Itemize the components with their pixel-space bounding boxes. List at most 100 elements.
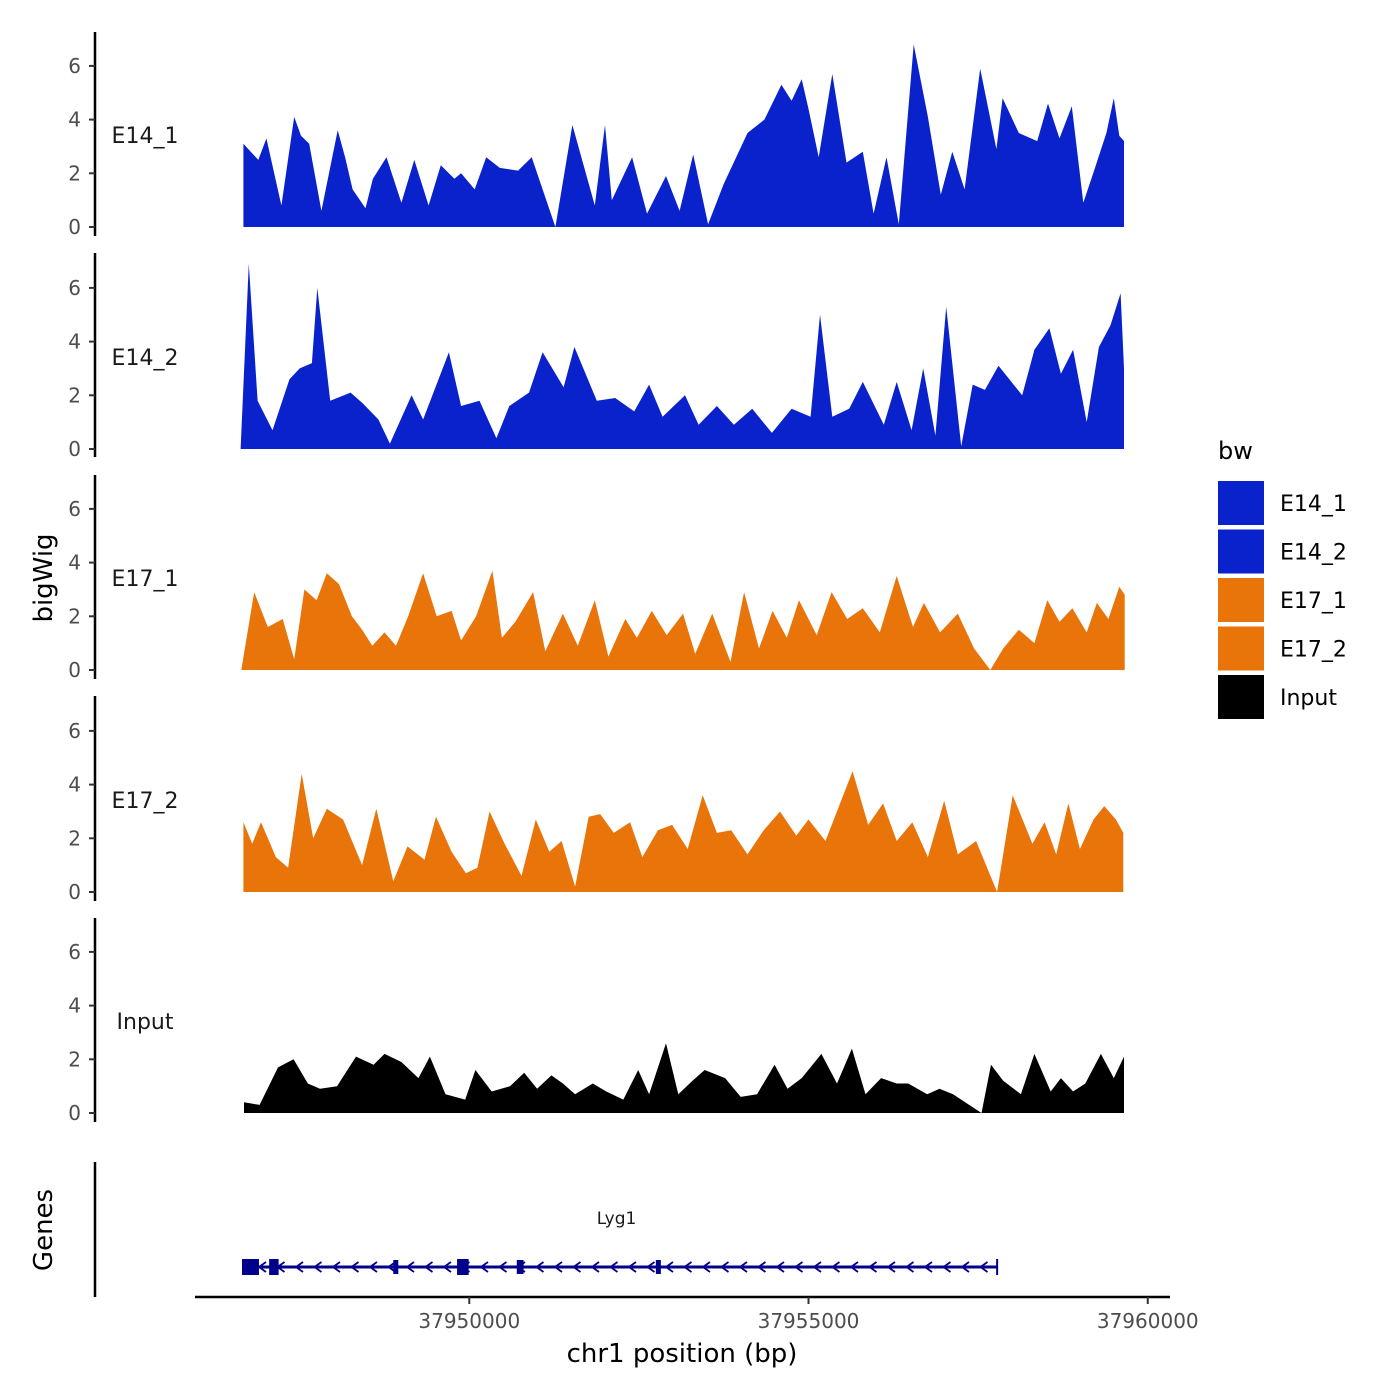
legend-swatch-e14-1 — [1218, 481, 1264, 525]
strand-arrow — [682, 1261, 693, 1273]
genes-axis-title: Genes — [29, 1189, 59, 1271]
gene-exon — [242, 1259, 259, 1275]
y-tick-label: 4 — [68, 108, 81, 132]
strand-arrow — [534, 1261, 545, 1273]
y-tick-label: 2 — [68, 383, 81, 407]
strand-arrow — [960, 1261, 970, 1273]
strand-arrow — [904, 1261, 915, 1273]
coverage-area-e14-1 — [243, 44, 1124, 228]
track-panel-e17-2: 0 2 4 6 E17_2 — [68, 696, 1124, 904]
track-label: E17_2 — [112, 789, 179, 814]
strand-arrow — [423, 1261, 434, 1273]
strand-arrow — [978, 1261, 989, 1273]
x-axis-title: chr1 position (bp) — [567, 1339, 798, 1369]
gene-exon — [393, 1260, 399, 1274]
y-tick-label: 2 — [68, 1047, 81, 1071]
legend-swatch-input — [1218, 675, 1264, 719]
track-panels: 0 2 4 6 E14_1 0 2 4 6 E14_2 0 2 4 6 E17_1 0 2 4 6 E17_2 0 2 4 6… — [68, 32, 1125, 1125]
gene-exon — [655, 1260, 661, 1274]
strand-arrow — [386, 1261, 397, 1273]
x-axis: 37950000 37955000 37960000 — [195, 1295, 1199, 1333]
coverage-area-e17-2 — [243, 771, 1124, 892]
track-panel-e14-2: 0 2 4 6 E14_2 — [68, 253, 1125, 461]
strand-arrow — [497, 1261, 508, 1273]
strand-arrow — [756, 1261, 767, 1273]
legend: bw E14_1 E14_2 E17_1 E17_2 Input — [1218, 437, 1347, 719]
strand-arrow — [331, 1261, 341, 1273]
y-tick-label: 4 — [68, 773, 81, 797]
legend-label: Input — [1280, 686, 1337, 711]
legend-label: E14_2 — [1280, 541, 1347, 566]
strand-arrow — [312, 1261, 323, 1273]
y-tick-label: 2 — [68, 161, 81, 185]
y-tick-label: 2 — [68, 826, 81, 850]
strand-arrow — [849, 1261, 859, 1273]
y-tick-label: 0 — [68, 658, 81, 682]
strand-arrow — [793, 1261, 804, 1273]
strand-arrow — [867, 1261, 878, 1273]
strand-arrow — [349, 1261, 360, 1273]
strand-arrow — [405, 1261, 415, 1273]
strand-arrow — [553, 1261, 563, 1273]
strand-arrow — [812, 1261, 822, 1273]
legend-swatch-e17-1 — [1218, 578, 1264, 622]
x-tick-label: 37950000 — [418, 1309, 520, 1333]
y-tick-label: 4 — [68, 994, 81, 1018]
track-panel-e17-1: 0 2 4 6 E17_1 — [68, 475, 1125, 682]
legend-swatch-e14-2 — [1218, 529, 1264, 574]
track-label: E14_1 — [112, 124, 179, 149]
strand-arrow — [571, 1261, 582, 1273]
track-label: Input — [117, 1010, 174, 1035]
y-tick-label: 6 — [68, 54, 81, 78]
strand-arrow — [257, 1261, 267, 1273]
legend-label: E14_1 — [1280, 492, 1347, 517]
track-panel-e14-1: 0 2 4 6 E14_1 — [68, 32, 1124, 239]
legend-title: bw — [1218, 437, 1253, 465]
x-tick-label: 37960000 — [1097, 1309, 1199, 1333]
track-label: E17_1 — [112, 567, 179, 592]
legend-label: E17_2 — [1280, 638, 1347, 663]
legend-swatch-e17-2 — [1218, 626, 1264, 671]
coverage-area-e17-1 — [241, 570, 1125, 670]
strand-arrow — [645, 1261, 656, 1273]
gene-name-label: Lyg1 — [597, 1209, 637, 1229]
gene-track: Lyg1 — [93, 1162, 999, 1297]
y-tick-label: 2 — [68, 604, 81, 628]
strand-arrow — [608, 1261, 619, 1273]
y-tick-label: 6 — [68, 940, 81, 964]
track-panel-input: 0 2 4 6 Input — [68, 918, 1124, 1125]
x-tick-label: 37955000 — [758, 1309, 860, 1333]
y-tick-label: 6 — [68, 719, 81, 743]
strand-arrow — [923, 1261, 933, 1273]
coverage-area-input — [244, 1043, 1124, 1113]
legend-label: E17_1 — [1280, 589, 1347, 614]
strand-arrow — [664, 1261, 674, 1273]
strand-arrow — [701, 1261, 711, 1273]
coverage-area-e14-2 — [240, 263, 1125, 449]
gene-exon — [516, 1260, 524, 1274]
y-tick-label: 0 — [68, 1101, 81, 1125]
strand-arrow — [479, 1261, 489, 1273]
strand-arrow — [830, 1261, 841, 1273]
strand-arrow — [775, 1261, 785, 1273]
y-tick-label: 6 — [68, 497, 81, 521]
gene-exon — [269, 1259, 279, 1275]
gene-exon — [457, 1259, 469, 1275]
y-tick-label: 0 — [68, 215, 81, 239]
strand-arrow — [886, 1261, 896, 1273]
y-tick-label: 0 — [68, 437, 81, 461]
strand-arrow — [719, 1261, 730, 1273]
track-label: E14_2 — [112, 346, 179, 371]
strand-arrow — [590, 1261, 600, 1273]
strand-arrow — [442, 1261, 452, 1273]
strand-arrow — [627, 1261, 637, 1273]
y-axis-title: bigWig — [29, 533, 59, 622]
strand-arrow — [368, 1261, 378, 1273]
strand-arrow — [941, 1261, 952, 1273]
y-tick-label: 4 — [68, 551, 81, 575]
strand-arrow — [738, 1261, 748, 1273]
y-tick-label: 4 — [68, 330, 81, 354]
y-tick-label: 0 — [68, 880, 81, 904]
y-tick-label: 6 — [68, 276, 81, 300]
